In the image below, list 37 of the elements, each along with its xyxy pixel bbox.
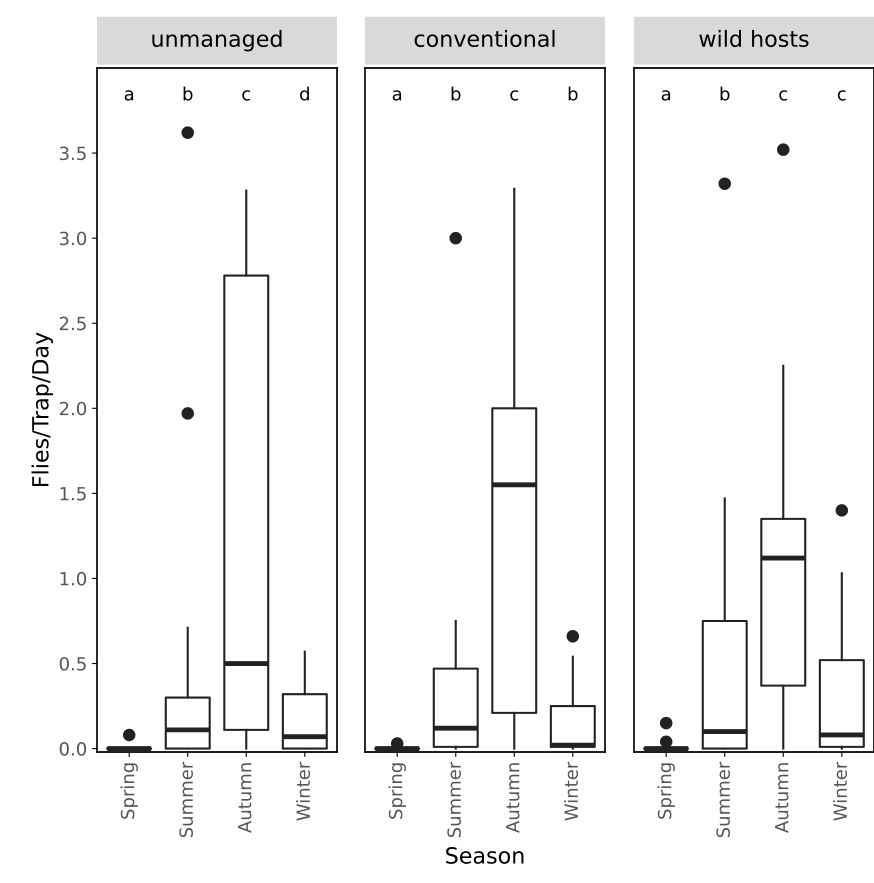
annotation: b — [568, 86, 578, 101]
annotation: a — [662, 90, 670, 101]
annotation: a — [392, 90, 402, 101]
x-tick-label: Winter — [833, 762, 848, 821]
y-tick-label: 3.0 — [60, 232, 86, 246]
x-tick-label: Autumn — [775, 763, 789, 833]
y-tick-label: 2.5 — [60, 316, 86, 330]
x-tick-label: Spring — [120, 763, 138, 819]
x-tick-label: Winter — [564, 762, 578, 821]
annotation: a — [124, 90, 134, 101]
x-tick-label: Spring — [388, 763, 406, 819]
x-tick-label: Spring — [657, 763, 675, 819]
x-tick-label: Summer — [447, 762, 461, 838]
chart-title: unmanaged — [152, 30, 282, 52]
annotation: b — [720, 86, 730, 101]
y-tick-label: 1.5 — [60, 487, 86, 500]
annotation: b — [452, 86, 460, 101]
annotation: c — [779, 90, 788, 101]
y-tick-label: 0.5 — [60, 656, 86, 671]
x-axis-title: Season — [446, 847, 524, 864]
chart-title: wild hosts — [699, 30, 809, 48]
y-tick-label: 2.0 — [60, 402, 86, 416]
x-tick-label: Winter — [296, 762, 310, 821]
annotation: b — [184, 86, 192, 101]
x-tick-label: Summer — [716, 762, 730, 838]
y-axis-title: Flies/Trap/Day — [32, 332, 54, 486]
annotation: c — [838, 90, 846, 101]
chart-title: conventional — [414, 30, 554, 48]
y-tick-label: 3.5 — [60, 146, 86, 160]
annotation: c — [510, 90, 518, 101]
annotation: c — [242, 90, 250, 101]
y-tick-label: 0.0 — [60, 742, 86, 756]
x-tick-label: Autumn — [238, 763, 252, 833]
annotation: d — [300, 86, 309, 101]
x-tick-label: Summer — [179, 762, 193, 838]
x-tick-label: Autumn — [506, 763, 520, 833]
y-tick-label: 1.0 — [60, 572, 86, 586]
